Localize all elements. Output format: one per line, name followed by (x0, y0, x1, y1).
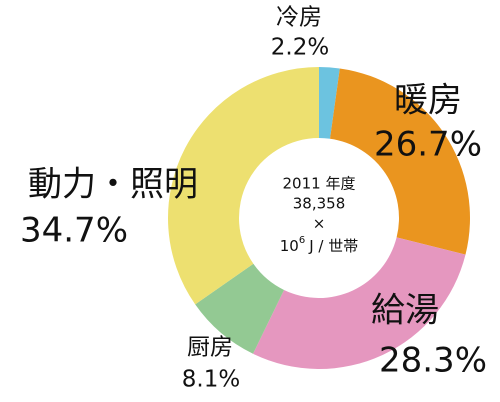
center-text: × (313, 215, 326, 233)
center-text: 2011 年度 (283, 175, 356, 193)
segment (319, 67, 340, 139)
value-label: 26.7% (374, 125, 482, 165)
segment-label: 暖房 (394, 81, 462, 121)
segment-label: 給湯 (371, 291, 439, 331)
segment-label: 冷房 (276, 5, 322, 31)
segment (330, 68, 470, 255)
center-text: 38,358 (293, 195, 346, 213)
value-label: 8.1% (182, 367, 240, 393)
unit-base: 10 (280, 237, 299, 255)
segment (252, 237, 466, 370)
segment-label: 動力・照明 (28, 165, 198, 205)
center-unit: 106 J / 世帯 (280, 235, 358, 255)
segment-label: 厨房 (187, 335, 233, 361)
unit-rest: J / 世帯 (308, 237, 358, 255)
value-label: 28.3% (379, 341, 487, 381)
value-label: 2.2% (271, 35, 329, 61)
segment (195, 263, 285, 354)
segment (168, 67, 319, 305)
unit-exponent: 6 (299, 235, 305, 246)
value-label: 34.7% (20, 211, 128, 251)
